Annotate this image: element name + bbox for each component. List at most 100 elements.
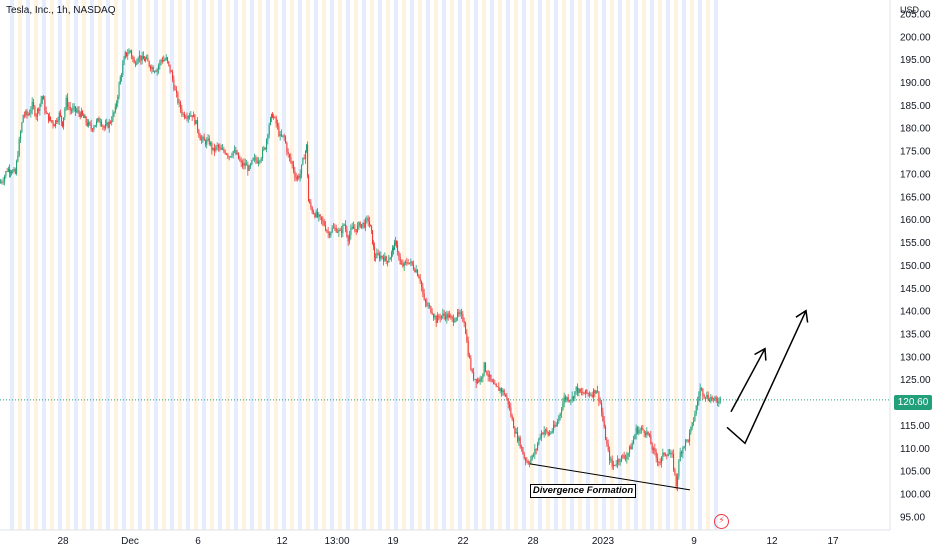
candle-body (717, 400, 719, 403)
candle-body (40, 100, 42, 104)
projection-arrow-long[interactable] (726, 310, 807, 445)
candle-body (519, 437, 521, 448)
candle-body (267, 134, 269, 140)
candle-body (594, 389, 596, 394)
candle-body (224, 151, 226, 154)
candle-body (256, 160, 258, 164)
candle-body (579, 388, 581, 393)
candle-body (136, 61, 138, 65)
candle-body (389, 257, 391, 260)
candle-body (705, 396, 707, 398)
candle-body (643, 430, 645, 434)
candle-body (565, 396, 567, 400)
candle-body (274, 116, 276, 118)
candle-body (614, 464, 616, 466)
candle-body (107, 122, 109, 128)
candle-body (177, 92, 179, 103)
candle-body (678, 461, 680, 477)
candle-body (181, 109, 183, 114)
candle-body (73, 106, 75, 108)
candle-body (479, 378, 481, 382)
candle-body (582, 392, 584, 394)
candle-body (80, 110, 82, 118)
candle-body (277, 123, 279, 127)
candle-body (511, 415, 513, 420)
candle-body (82, 110, 84, 116)
candle-body (289, 154, 291, 158)
candle-body (259, 160, 261, 162)
candle-body (709, 400, 711, 402)
candle-body (8, 168, 10, 172)
candle-body (569, 400, 571, 402)
candle-body (13, 169, 15, 171)
session-stripe (194, 0, 198, 530)
candle-body (98, 118, 100, 123)
candle-body (321, 216, 323, 220)
candle-body (310, 202, 312, 208)
candle-body (122, 64, 124, 75)
candle-body (529, 463, 531, 465)
candle-body (355, 229, 357, 232)
drawings-layer[interactable] (529, 309, 809, 491)
price-tick-label: 105.00 (900, 467, 931, 478)
candle-body (339, 230, 341, 231)
candle-body (530, 458, 532, 464)
candle-body (602, 411, 604, 421)
candle-body (345, 224, 347, 230)
candle-body (673, 453, 675, 470)
candle-body (427, 305, 429, 306)
candle-body (603, 420, 605, 427)
candle-body (189, 116, 191, 118)
candle-body (21, 122, 23, 133)
divergence-trendline[interactable] (529, 463, 691, 491)
time-tick-label: 22 (457, 536, 469, 547)
candle-body (501, 388, 503, 393)
price-tick-label: 185.00 (900, 101, 931, 112)
candle-body (388, 259, 390, 263)
price-tick-label: 165.00 (900, 192, 931, 203)
session-stripe (170, 0, 174, 530)
candle-body (711, 397, 713, 400)
candle-body (194, 114, 196, 125)
session-stripe (514, 0, 518, 530)
candle-body (645, 433, 647, 435)
session-stripe (618, 0, 622, 530)
candle-body (34, 106, 36, 115)
candle-body (363, 222, 365, 228)
candle-body (268, 124, 270, 135)
time-axis[interactable]: 28 Dec 6 12 13:00 19 22 28 2023 9 12 17 (0, 529, 890, 547)
session-stripe (562, 0, 566, 530)
candle-body (350, 228, 352, 236)
candle-body (239, 158, 241, 161)
price-axis[interactable]: 205.00 200.00 195.00 190.00 185.00 180.00 175.… (889, 0, 931, 530)
session-stripe (650, 0, 654, 530)
projection-arrow-short[interactable] (730, 348, 766, 413)
session-stripe (90, 0, 94, 530)
candle-body (661, 456, 663, 463)
price-tick-label: 140.00 (900, 307, 931, 318)
candle-body (601, 402, 603, 412)
candle-body (538, 438, 540, 444)
candle-body (655, 451, 657, 458)
candle-body (499, 388, 501, 391)
candle-body (126, 52, 128, 56)
candle-body (679, 451, 681, 462)
candle-body (101, 121, 103, 126)
lightning-icon[interactable]: ⚡ (714, 514, 729, 529)
candle-body (341, 230, 343, 234)
candle-body (338, 230, 340, 233)
candle-body (128, 50, 130, 54)
candle-body (222, 148, 224, 150)
session-stripe (354, 0, 358, 530)
session-stripe (674, 0, 678, 530)
candle-body (517, 431, 519, 442)
session-stripe (682, 0, 686, 530)
candle-body (211, 142, 213, 150)
candle-body (662, 452, 664, 457)
session-stripe (610, 0, 614, 530)
candle-body (331, 227, 333, 233)
price-tick-label: 200.00 (900, 32, 931, 43)
candle-body (11, 172, 13, 173)
